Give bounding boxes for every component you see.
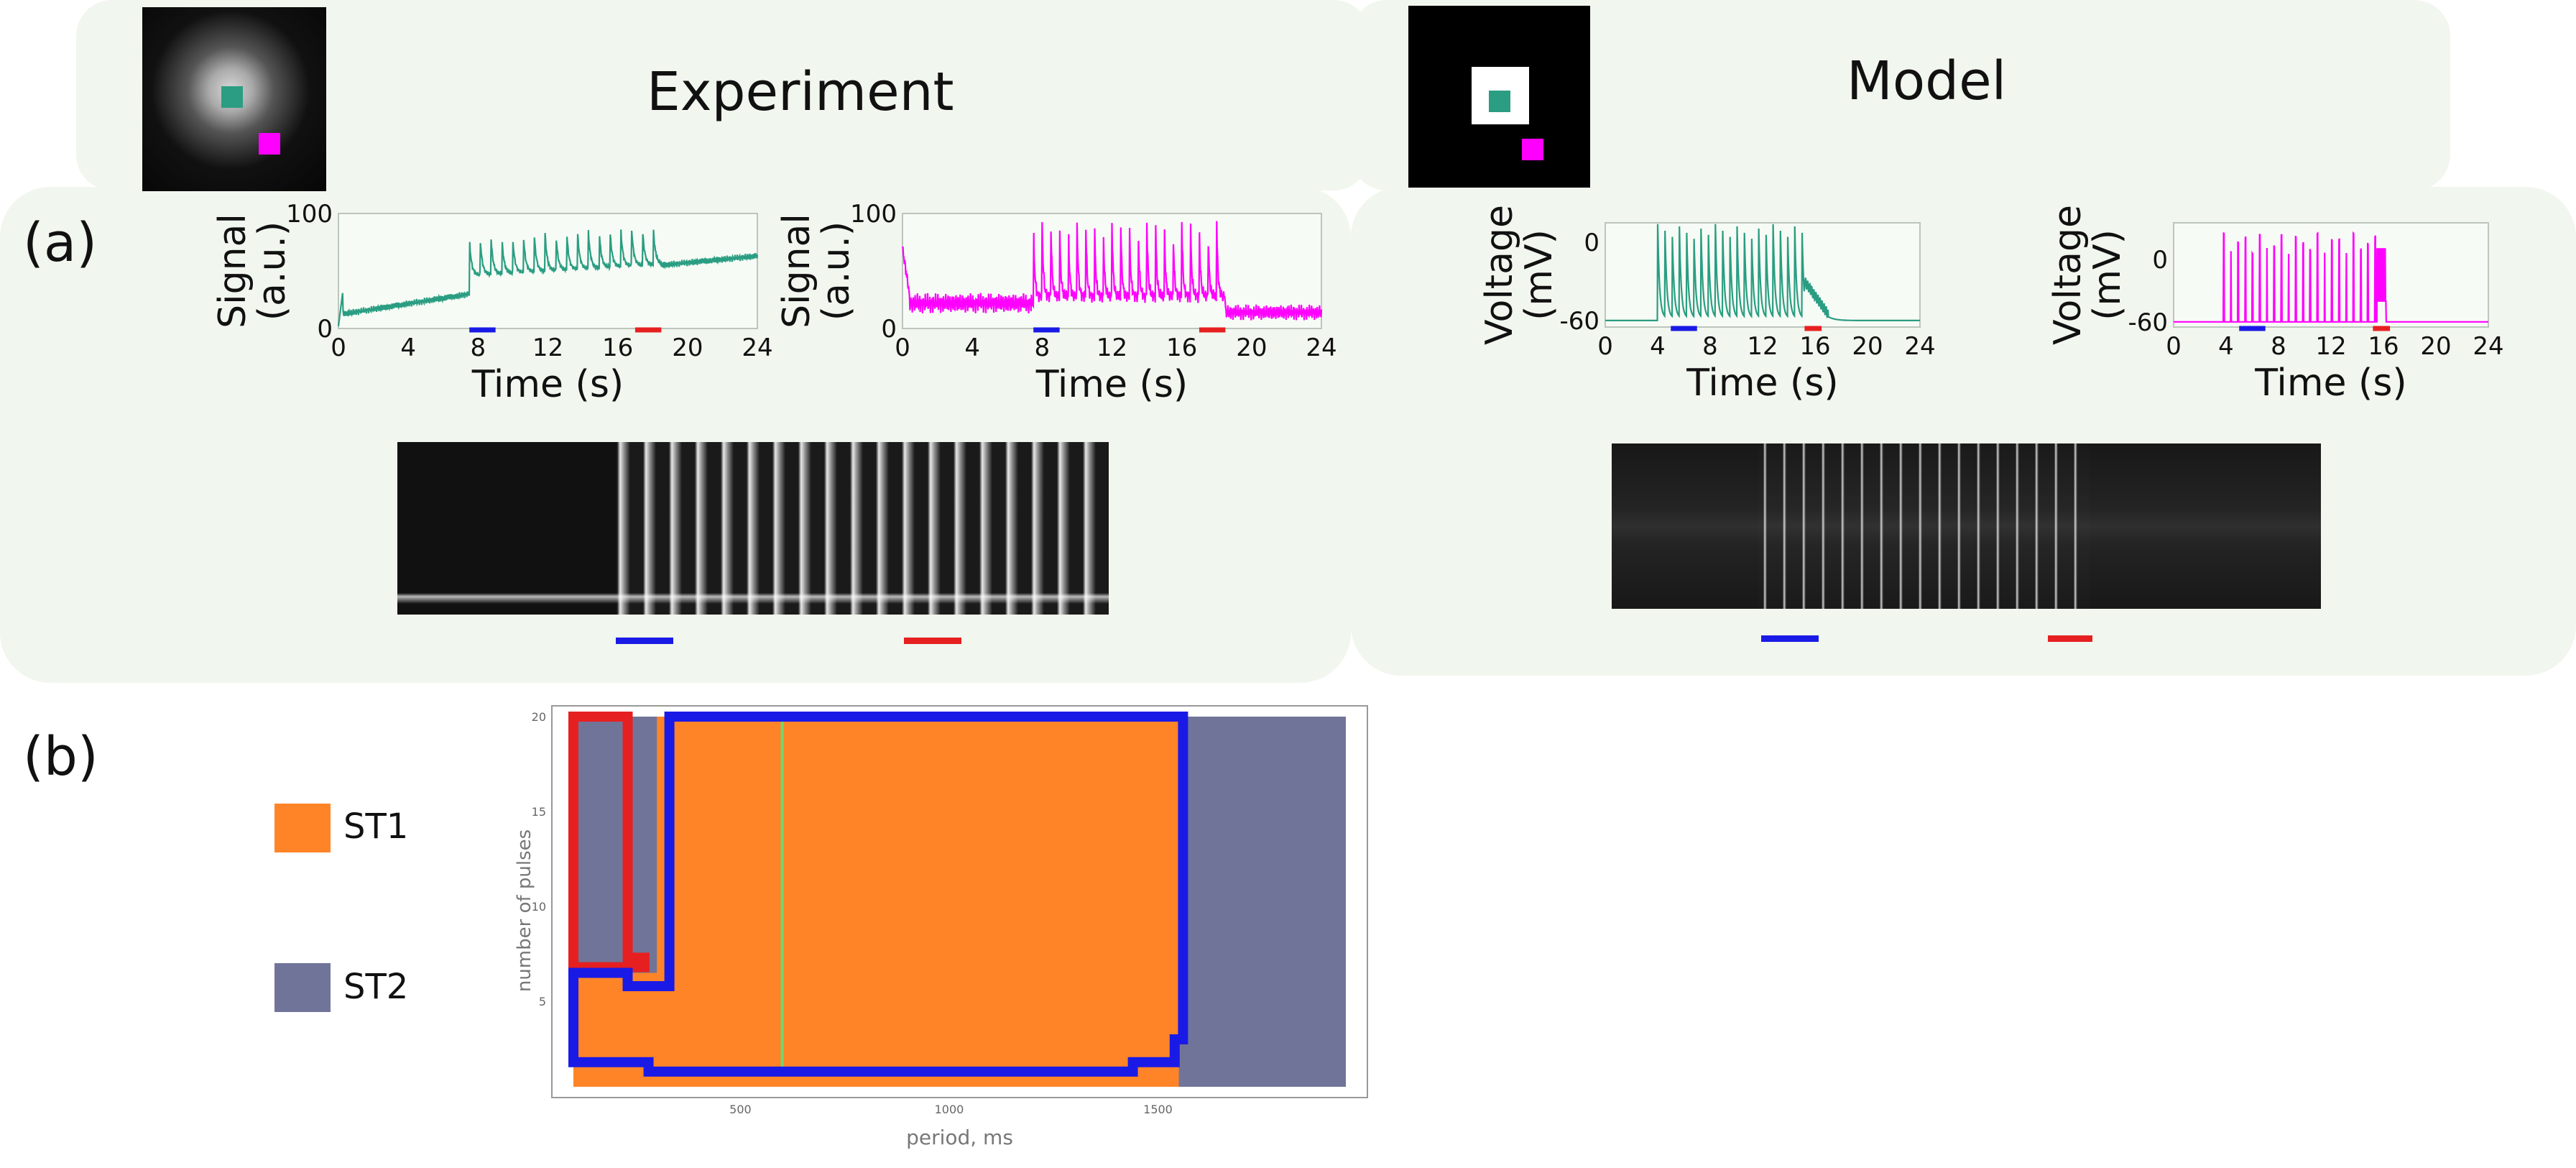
panel-label-a: (a) xyxy=(23,212,98,274)
blue-contour xyxy=(568,712,1188,1077)
model-title: Model xyxy=(1847,50,2007,112)
x-axis-label: Time (s) xyxy=(2254,362,2406,405)
y-tick-label: 0 xyxy=(881,315,897,344)
x-tick-label: 24 xyxy=(2473,332,2503,361)
x-tick-label: 12 xyxy=(532,334,563,362)
x-tick-label: 500 xyxy=(729,1103,752,1116)
x-tick-label: 20 xyxy=(672,334,703,362)
experiment-teal-trace-chart: 0 4 8 12 16 20 24 0 100 Time (s) Signal(a.u.) xyxy=(211,200,773,406)
x-tick-label: 16 xyxy=(1166,334,1197,362)
x-tick-label: 20 xyxy=(2420,332,2451,361)
legend-swatch-st2 xyxy=(274,963,331,1012)
legend-label-st2: ST2 xyxy=(343,967,409,1007)
y-tick-label: 100 xyxy=(850,200,897,229)
x-tick-label: 12 xyxy=(1097,334,1127,362)
red-contour xyxy=(568,712,650,972)
teal-roi-marker xyxy=(221,86,243,108)
y-tick-label: 0 xyxy=(1584,229,1599,257)
plot-frame xyxy=(338,213,758,329)
y-axis-label: (mV) xyxy=(1518,229,1561,321)
x-tick-label: 20 xyxy=(1852,332,1883,361)
y-tick-label: 20 xyxy=(532,710,546,724)
x-tick-label: 8 xyxy=(471,334,486,362)
x-tick-label: 16 xyxy=(2368,332,2399,361)
y-axis-label: (mV) xyxy=(2086,229,2129,321)
experiment-cell-thumbnail xyxy=(142,7,326,191)
y-tick-label: -60 xyxy=(2128,308,2168,337)
x-tick-label: 1500 xyxy=(1143,1103,1173,1116)
x-tick-label: 4 xyxy=(1650,332,1666,361)
experiment-kymograph xyxy=(397,442,1109,615)
y-tick-label: 0 xyxy=(317,315,333,344)
x-tick-label: 8 xyxy=(2271,332,2286,361)
x-tick-label: 0 xyxy=(895,334,910,362)
x-tick-label: 12 xyxy=(2315,332,2346,361)
y-axis-label: (a.u.) xyxy=(815,221,858,321)
plot-frame xyxy=(1605,222,1921,328)
x-axis-label: period, ms xyxy=(906,1126,1013,1149)
x-tick-label: 4 xyxy=(964,334,980,362)
y-tick-label: -60 xyxy=(1559,307,1599,336)
x-axis-label: Time (s) xyxy=(1035,363,1188,406)
y-axis-label: number of pulses xyxy=(514,829,535,992)
series-line xyxy=(1605,224,1920,321)
y-tick-label: 15 xyxy=(532,805,546,819)
model-kymo-red-marker xyxy=(2048,635,2092,642)
magenta-roi-marker xyxy=(1522,139,1543,160)
y-axis-label: (a.u.) xyxy=(251,221,294,321)
region-st2-right xyxy=(1178,717,1346,1087)
teal-roi-marker xyxy=(1489,91,1510,112)
y-axis-label: Voltage xyxy=(1478,205,1521,345)
model-kymograph xyxy=(1612,443,2321,609)
experiment-magenta-trace-chart: 0 4 8 12 16 20 24 0 100 Time (s) Signal(a.u.) xyxy=(775,200,1337,406)
x-axis-label: Time (s) xyxy=(1686,362,1838,405)
experiment-kymo-red-marker xyxy=(904,638,961,644)
series-line xyxy=(901,221,1323,321)
x-tick-label: 20 xyxy=(1236,334,1267,362)
y-axis-label: Signal xyxy=(211,213,254,328)
x-tick-label: 24 xyxy=(1306,334,1337,362)
x-tick-label: 8 xyxy=(1702,332,1718,361)
panel-label-b: (b) xyxy=(23,726,98,788)
y-axis-label: Voltage xyxy=(2046,205,2090,345)
y-tick-label: 10 xyxy=(532,900,546,914)
x-tick-label: 24 xyxy=(742,334,772,362)
x-tick-label: 4 xyxy=(400,334,416,362)
x-tick-label: 0 xyxy=(1597,332,1613,361)
phase-diagram-chart: 500 1000 1500 5 10 15 20 period, ms number of pu… xyxy=(514,705,1368,1149)
series-line xyxy=(337,229,759,326)
x-tick-label: 24 xyxy=(1904,332,1935,361)
y-tick-label: 0 xyxy=(2152,246,2168,275)
x-tick-label: 0 xyxy=(331,334,346,362)
x-tick-label: 16 xyxy=(1799,332,1830,361)
x-tick-label: 4 xyxy=(2218,332,2234,361)
series-line xyxy=(2174,231,2488,323)
y-axis-label: Signal xyxy=(775,213,818,328)
magenta-roi-marker xyxy=(259,133,280,155)
x-tick-label: 0 xyxy=(2166,332,2182,361)
x-tick-label: 16 xyxy=(602,334,633,362)
x-tick-label: 1000 xyxy=(935,1103,964,1116)
model-cell-thumbnail xyxy=(1408,6,1590,188)
y-tick-label: 5 xyxy=(539,995,546,1008)
region-st2-left xyxy=(573,717,657,973)
legend-swatch-st1 xyxy=(274,804,331,852)
x-tick-label: 8 xyxy=(1035,334,1051,362)
model-kymo-blue-marker xyxy=(1761,635,1819,642)
experiment-title: Experiment xyxy=(647,61,954,123)
legend-label-st1: ST1 xyxy=(343,806,409,847)
x-axis-label: Time (s) xyxy=(471,363,624,406)
x-tick-label: 12 xyxy=(1747,332,1778,361)
y-tick-label: 100 xyxy=(286,200,333,229)
experiment-kymo-blue-marker xyxy=(616,638,673,644)
